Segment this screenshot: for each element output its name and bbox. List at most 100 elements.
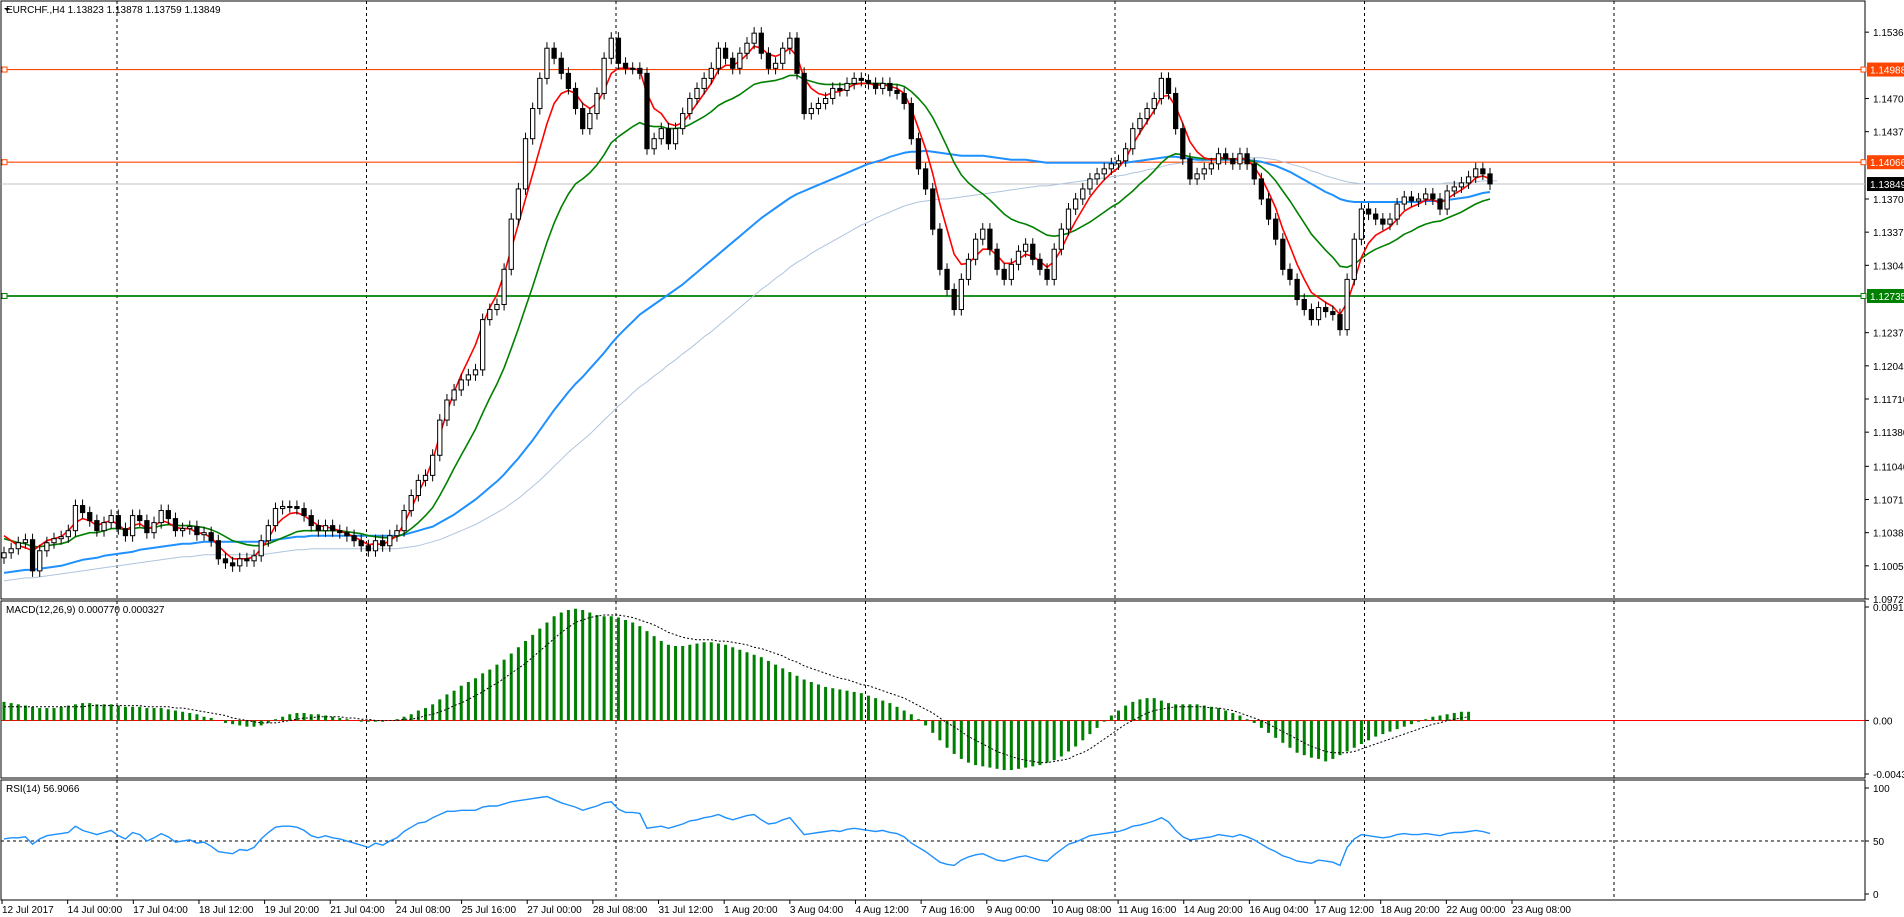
candle-body (165, 510, 171, 520)
candle-body (294, 506, 300, 510)
level-handle-left (1, 159, 8, 166)
candle-body (780, 47, 786, 64)
time-tick-label: 25 Jul 16:00 (462, 905, 517, 916)
candle-body (1058, 228, 1064, 250)
price-tick-label: 1.12370 (1873, 329, 1904, 340)
candle-body (1451, 186, 1457, 192)
macd-signal-line (4, 614, 1469, 764)
candle-body (1123, 148, 1129, 162)
candle-body (1094, 173, 1100, 180)
candle-body (1187, 158, 1193, 180)
candle-body (1180, 128, 1186, 160)
candle-body (1087, 178, 1093, 190)
candle-body (487, 309, 493, 321)
candle-body (615, 37, 622, 64)
rsi-tick-label: 0 (1873, 890, 1879, 901)
candle-body (287, 506, 293, 509)
candle-body (179, 528, 186, 532)
candle-body (530, 108, 536, 140)
candle-body (1415, 198, 1422, 202)
candle-body (758, 32, 764, 54)
candlesticks (1, 27, 1493, 577)
price-tick-label: 1.11380 (1873, 428, 1904, 439)
level-price-label: 1.14066 (1870, 158, 1904, 169)
candle-body (1373, 213, 1379, 220)
candle-body (1237, 153, 1243, 165)
candle-body (1401, 196, 1407, 205)
time-tick-label: 16 Aug 04:00 (1249, 905, 1308, 916)
level-price-box-bg (1867, 288, 1904, 303)
horizontal-levels[interactable] (1, 66, 1867, 299)
candle-body (58, 536, 64, 540)
candle-body (687, 97, 693, 115)
level-price-box: 1.12735 (1867, 288, 1904, 303)
collapse-triangle-icon[interactable] (4, 8, 10, 11)
macd-panel[interactable]: MACD(12,26,9) 0.000770 0.000327 (0, 600, 1866, 779)
candle-body (1215, 153, 1222, 165)
candle-body (665, 128, 672, 145)
price-panel[interactable]: EURCHF.,H4 1.13823 1.13878 1.13759 1.138… (0, 0, 1867, 600)
time-tick-label: 10 Aug 08:00 (1052, 905, 1111, 916)
candle-body (137, 515, 143, 522)
candle-body (1444, 190, 1450, 210)
candle-body (1244, 153, 1250, 165)
candle-body (1323, 307, 1329, 313)
price-tick-label: 1.13700 (1873, 195, 1904, 206)
price-tick-label: 1.14370 (1873, 128, 1904, 139)
candle-body (872, 82, 879, 89)
time-tick-label: 24 Jul 08:00 (396, 905, 451, 916)
candle-body (329, 525, 336, 532)
candle-body (1158, 77, 1165, 99)
candle-body (72, 505, 79, 532)
rsi-panel[interactable]: RSI(14) 56.9066 (0, 779, 1866, 901)
candle-body (301, 508, 307, 517)
candle-body (1487, 173, 1493, 185)
candle-body (1115, 160, 1122, 165)
candle-body (865, 79, 872, 84)
candle-body (1473, 168, 1479, 178)
candle-body (851, 77, 857, 84)
level-handle-left (1, 292, 8, 299)
price-axis: 1.15360 1.14700 1.14370 1.13700 1.13370 1.130… (1865, 28, 1904, 606)
candle-body (937, 228, 943, 270)
candle-body (215, 540, 221, 560)
candle-body (1030, 243, 1036, 260)
candle-body (1258, 178, 1265, 200)
price-tick-label: 1.12040 (1873, 362, 1904, 373)
time-tick-label: 17 Aug 12:00 (1315, 905, 1374, 916)
candle-body (337, 530, 343, 534)
candle-body (51, 538, 57, 544)
candle-body (1437, 198, 1443, 210)
candle-body (1165, 77, 1172, 94)
time-tick-label: 1 Aug 20:00 (724, 905, 778, 916)
current-price-label: 1.13849 (1870, 180, 1904, 191)
candle-body (480, 319, 486, 371)
candle-body (951, 288, 957, 311)
candle-body (1137, 118, 1143, 130)
candle-body (1280, 238, 1286, 270)
macd-tick-label: 0.00 (1873, 716, 1893, 727)
candle-body (572, 87, 579, 110)
candle-body (965, 258, 972, 280)
time-tick-label: 11 Aug 16:00 (1118, 905, 1177, 916)
candle-body (1151, 97, 1157, 110)
candle-body (430, 454, 436, 476)
candle-body (1380, 218, 1386, 225)
candle-body (1351, 238, 1357, 280)
candle-body (15, 542, 21, 550)
candle-body (1230, 158, 1236, 165)
candle-body (1251, 163, 1257, 180)
price-tick-label: 1.10710 (1873, 496, 1904, 507)
candle-body (1044, 268, 1050, 280)
candle-body (380, 540, 386, 547)
candle-body (772, 62, 779, 69)
candle-body (1108, 163, 1114, 170)
candle-body (387, 535, 393, 547)
candle-body (222, 558, 229, 564)
candle-body (1315, 307, 1322, 321)
level-price-box: 1.14066 (1867, 155, 1904, 170)
candle-body (580, 108, 586, 130)
time-axis: 12 Jul 2017 14 Jul 00:00 17 Jul 04:00 18 Ju… (1, 900, 1571, 916)
time-tick-label: 18 Aug 20:00 (1381, 905, 1440, 916)
